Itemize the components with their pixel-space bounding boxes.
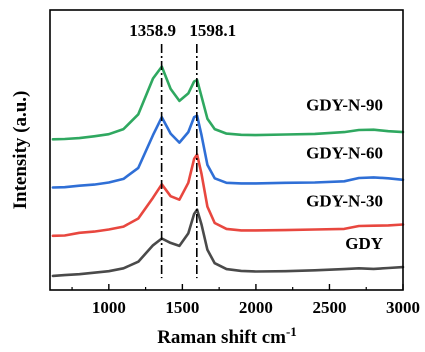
x-tick-label-2500: 2500 — [312, 298, 346, 317]
peak-label-1598-1: 1598.1 — [189, 21, 236, 40]
series-label-gdy-n-90: GDY-N-90 — [306, 96, 383, 115]
series-label-gdy-n-30: GDY-N-30 — [306, 191, 383, 210]
plot-frame — [49, 9, 404, 291]
series-label-gdy: GDY — [345, 234, 383, 253]
peak-label-1358-9: 1358.9 — [129, 21, 176, 40]
x-tick-label-3000: 3000 — [386, 298, 420, 317]
x-axis-ticks: 1000 1500 2000 2500 3000 — [71, 284, 420, 317]
plot-marks: GDY GDY-N-30 GDY-N-60 GDY-N-90 1358.9 1598.1 — [51, 21, 405, 279]
y-axis-title: Intensity (a.u.) — [10, 91, 31, 210]
x-tick-label-2000: 2000 — [239, 298, 273, 317]
series-label-gdy-n-60: GDY-N-60 — [306, 143, 383, 162]
x-axis-title: Raman shift cm-1 — [157, 324, 297, 348]
x-tick-label-1500: 1500 — [165, 298, 199, 317]
x-tick-label-1000: 1000 — [92, 298, 126, 317]
